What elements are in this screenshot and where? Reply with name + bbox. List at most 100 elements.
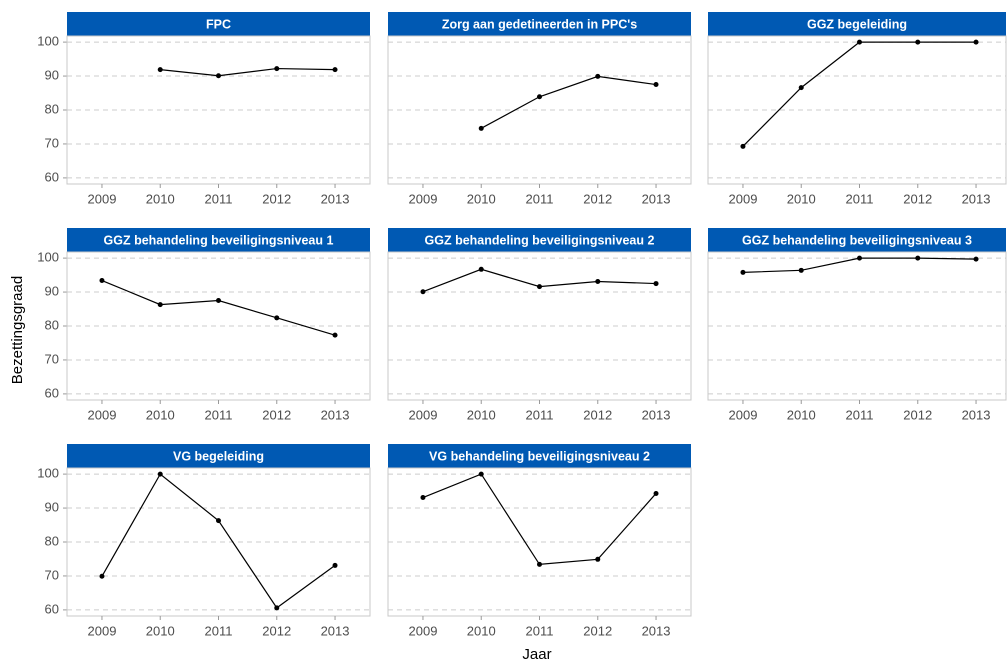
strip [388, 228, 691, 252]
point [537, 561, 542, 567]
line [742, 41, 977, 147]
panel-title: FPC [206, 17, 231, 31]
y-tick-label: 90 [45, 499, 59, 514]
x-tick-label: 2009 [729, 407, 758, 422]
x-tick-label: 2011 [526, 623, 554, 638]
x-tick-label: 2009 [88, 191, 117, 206]
point [973, 256, 979, 262]
x-tick-label: 2012 [583, 623, 612, 638]
x-tick-label: 2013 [321, 191, 350, 206]
point [857, 39, 862, 45]
x-tick-label: 2010 [146, 407, 175, 422]
x-tick-label: 2011 [205, 623, 233, 638]
x-tick-label: 2011 [205, 191, 233, 206]
strip [67, 228, 370, 252]
point [595, 73, 601, 79]
strip [708, 228, 1006, 252]
x-tick-label: 2013 [321, 407, 350, 422]
point [595, 556, 601, 562]
y-tick-label: 80 [45, 533, 59, 548]
x-tick-label: 2009 [409, 191, 438, 206]
x-tick-label: 2009 [88, 407, 117, 422]
point [216, 518, 221, 524]
point [332, 562, 338, 568]
y-tick-label: 70 [45, 351, 59, 366]
point [332, 332, 338, 338]
panel-title: GGZ behandeling beveiligingsniveau 1 [104, 233, 334, 247]
panel-title: Zorg aan gedetineerden in PPC's [442, 17, 637, 31]
x-tick-label: 2010 [467, 191, 496, 206]
panel-border [707, 251, 1007, 401]
line [101, 473, 336, 609]
y-axis-title: Bezettingsgraad [9, 276, 26, 384]
point [537, 94, 542, 100]
point [99, 278, 105, 284]
line [101, 279, 336, 336]
x-tick-label: 2010 [787, 191, 816, 206]
x-tick-label: 2010 [146, 623, 175, 638]
point [537, 284, 542, 290]
point [157, 302, 163, 308]
panel-title: GGZ behandeling beveiligingsniveau 3 [742, 233, 972, 247]
point [915, 39, 921, 45]
y-tick-label: 80 [45, 101, 59, 116]
y-tick-label: 90 [45, 67, 59, 82]
y-tick-label: 100 [37, 250, 59, 265]
point [857, 255, 862, 261]
x-tick-label: 2013 [962, 191, 991, 206]
point [157, 67, 163, 73]
panel-title: GGZ behandeling beveiligingsniveau 2 [425, 233, 655, 247]
x-tick-label: 2011 [846, 407, 874, 422]
x-tick-label: 2012 [262, 191, 291, 206]
x-tick-label: 2012 [903, 191, 932, 206]
strip [67, 444, 370, 468]
y-tick-label: 60 [45, 385, 59, 400]
strip [388, 444, 691, 468]
point [798, 267, 804, 273]
x-tick-label: 2009 [409, 623, 438, 638]
point [216, 298, 221, 304]
y-tick-label: 60 [45, 601, 59, 616]
x-tick-label: 2012 [583, 407, 612, 422]
point [740, 143, 746, 149]
line [422, 473, 657, 566]
x-tick-label: 2013 [642, 407, 671, 422]
point [653, 82, 659, 88]
point [798, 85, 804, 91]
y-tick-label: 100 [37, 466, 59, 481]
x-axis-title: Jaar [522, 646, 551, 663]
x-tick-label: 2013 [642, 623, 671, 638]
y-tick-label: 60 [45, 169, 59, 184]
point [478, 125, 484, 131]
y-tick-label: 70 [45, 135, 59, 150]
panel-title: VG behandeling beveiligingsniveau 2 [429, 449, 650, 463]
x-tick-label: 2011 [846, 191, 874, 206]
point [157, 471, 163, 477]
panel-title: VG begeleiding [173, 449, 264, 463]
strip [67, 12, 370, 36]
point [973, 39, 979, 45]
x-tick-label: 2009 [729, 191, 758, 206]
point [274, 315, 280, 321]
x-tick-label: 2012 [583, 191, 612, 206]
strip [708, 12, 1006, 36]
x-tick-label: 2009 [409, 407, 438, 422]
point [216, 73, 221, 79]
point [478, 471, 484, 477]
x-tick-label: 2012 [903, 407, 932, 422]
point [420, 289, 426, 295]
line [160, 67, 336, 77]
y-tick-label: 100 [37, 34, 59, 49]
point [653, 281, 659, 287]
point [478, 266, 484, 272]
point [332, 67, 338, 73]
point [653, 490, 659, 496]
strip [388, 12, 691, 36]
x-tick-label: 2011 [526, 191, 554, 206]
x-tick-label: 2013 [642, 191, 671, 206]
x-tick-label: 2010 [467, 623, 496, 638]
x-tick-label: 2010 [787, 407, 816, 422]
panel-border [707, 35, 1007, 185]
panel-title: GGZ begeleiding [807, 17, 907, 31]
